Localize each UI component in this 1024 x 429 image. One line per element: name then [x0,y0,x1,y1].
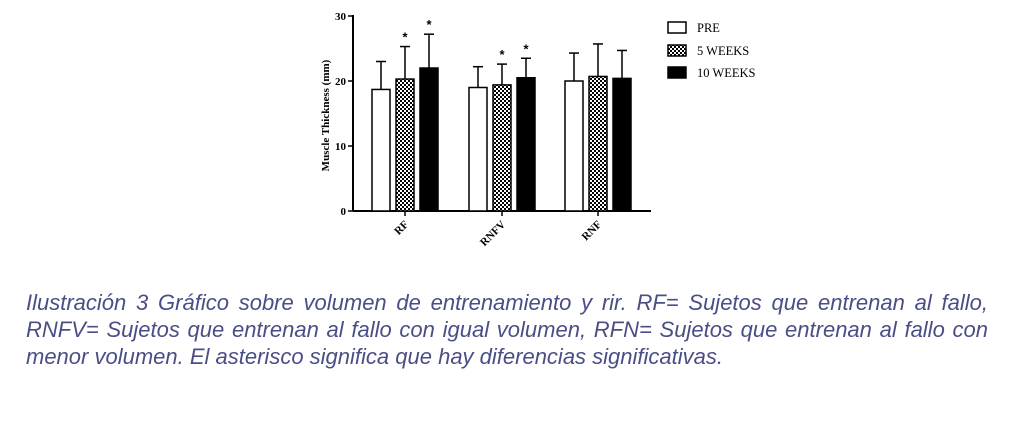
bar-rnfv-2 [516,77,536,212]
bar-chart: 0 10 20 30 Muscle Thickness (mm) * * RF * * RNFV RN… [320,11,755,249]
bar-rnf-0 [564,80,584,212]
bar-rnf-1 [588,75,608,212]
y-tick-label: 30 [335,11,347,23]
figure-caption: Ilustración 3 Gráfico sobre volumen de e… [26,290,988,369]
legend: PRE 5 WEEKS 10 WEEKS [667,21,755,80]
legend-label-0: PRE [697,21,720,35]
legend-swatch-2 [667,66,687,79]
y-tick-label: 20 [335,76,347,88]
y-axis-title: Muscle Thickness (mm) [320,59,332,171]
bar-rnf-2 [612,77,632,212]
category-label-rf: RF [392,218,411,237]
legend-swatch-0 [667,21,687,34]
bar-rf-2 [419,67,439,212]
bar-rnfv-1 [492,84,512,212]
labels: 0 10 20 30 Muscle Thickness (mm) * * RF * * RNFV RN… [320,11,604,249]
bar-rf-0 [371,88,391,212]
bar-rnfv-0 [468,86,488,212]
significance-marker: * [523,41,529,56]
category-label-rnfv: RNFV [478,219,508,249]
significance-marker: * [426,17,432,32]
legend-swatch-1 [667,44,687,57]
significance-marker: * [499,47,505,62]
category-label-rnf: RNF [580,218,605,243]
bars [371,33,632,212]
y-tick-label: 10 [335,141,347,153]
legend-label-2: 10 WEEKS [697,66,755,80]
significance-marker: * [402,30,408,45]
legend-label-1: 5 WEEKS [697,44,749,58]
bar-rf-1 [395,78,415,212]
y-tick-label: 0 [341,206,347,218]
